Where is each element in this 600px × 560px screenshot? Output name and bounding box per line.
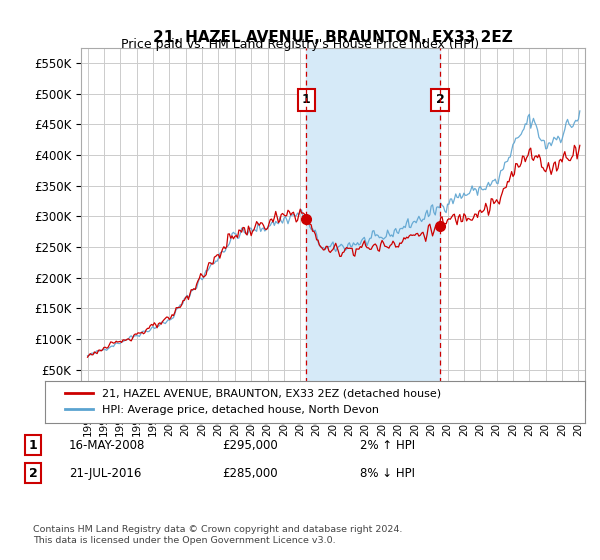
- Text: Price paid vs. HM Land Registry's House Price Index (HPI): Price paid vs. HM Land Registry's House …: [121, 38, 479, 51]
- Text: £285,000: £285,000: [222, 466, 278, 480]
- Title: 21, HAZEL AVENUE, BRAUNTON, EX33 2EZ: 21, HAZEL AVENUE, BRAUNTON, EX33 2EZ: [153, 30, 513, 45]
- Bar: [307, 48, 440, 400]
- Text: £295,000: £295,000: [222, 438, 278, 452]
- Legend: 21, HAZEL AVENUE, BRAUNTON, EX33 2EZ (detached house), HPI: Average price, detac: 21, HAZEL AVENUE, BRAUNTON, EX33 2EZ (de…: [56, 380, 449, 424]
- Text: 1: 1: [302, 94, 311, 106]
- Text: 21-JUL-2016: 21-JUL-2016: [69, 466, 142, 480]
- Text: 16-MAY-2008: 16-MAY-2008: [69, 438, 145, 452]
- Text: 2: 2: [436, 94, 445, 106]
- Text: 1: 1: [29, 438, 37, 452]
- Text: 2: 2: [29, 466, 37, 480]
- Text: 8% ↓ HPI: 8% ↓ HPI: [360, 466, 415, 480]
- Text: Contains HM Land Registry data © Crown copyright and database right 2024.
This d: Contains HM Land Registry data © Crown c…: [33, 525, 403, 545]
- Text: 2% ↑ HPI: 2% ↑ HPI: [360, 438, 415, 452]
